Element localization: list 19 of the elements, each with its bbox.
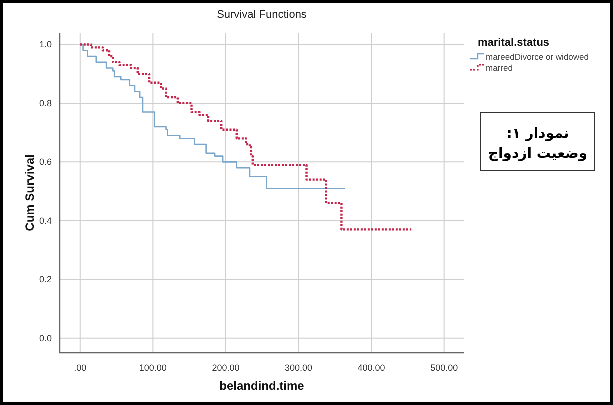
y-tick-label: 0.6 [39, 157, 52, 168]
y-tick-label: 1.0 [39, 40, 52, 50]
y-tick-label: 0.8 [39, 98, 52, 108]
y-axis-title: Cum Survival [23, 154, 37, 232]
legend-label: mareedDivorce or widowed [486, 52, 590, 62]
x-tick-label: 100.00 [139, 363, 167, 373]
x-tick-label: .00 [74, 363, 87, 373]
y-tick-label: 0.2 [39, 274, 52, 285]
chart-title: Survival Functions [217, 9, 308, 21]
x-tick-label: 400.00 [358, 363, 386, 373]
legend-title: marital.status [478, 37, 550, 49]
y-tick-label: 0.0 [39, 333, 52, 344]
y-tick-label: 0.4 [39, 216, 52, 226]
x-tick-label: 200.00 [212, 363, 240, 373]
x-axis-title: belandind.time [220, 379, 305, 393]
x-tick-label: 500.00 [430, 363, 458, 373]
x-tick-label: 300.00 [284, 363, 313, 373]
text: نمودار ۱: وضعیت ازدواج [488, 126, 588, 162]
legend-label: marred [486, 63, 514, 73]
